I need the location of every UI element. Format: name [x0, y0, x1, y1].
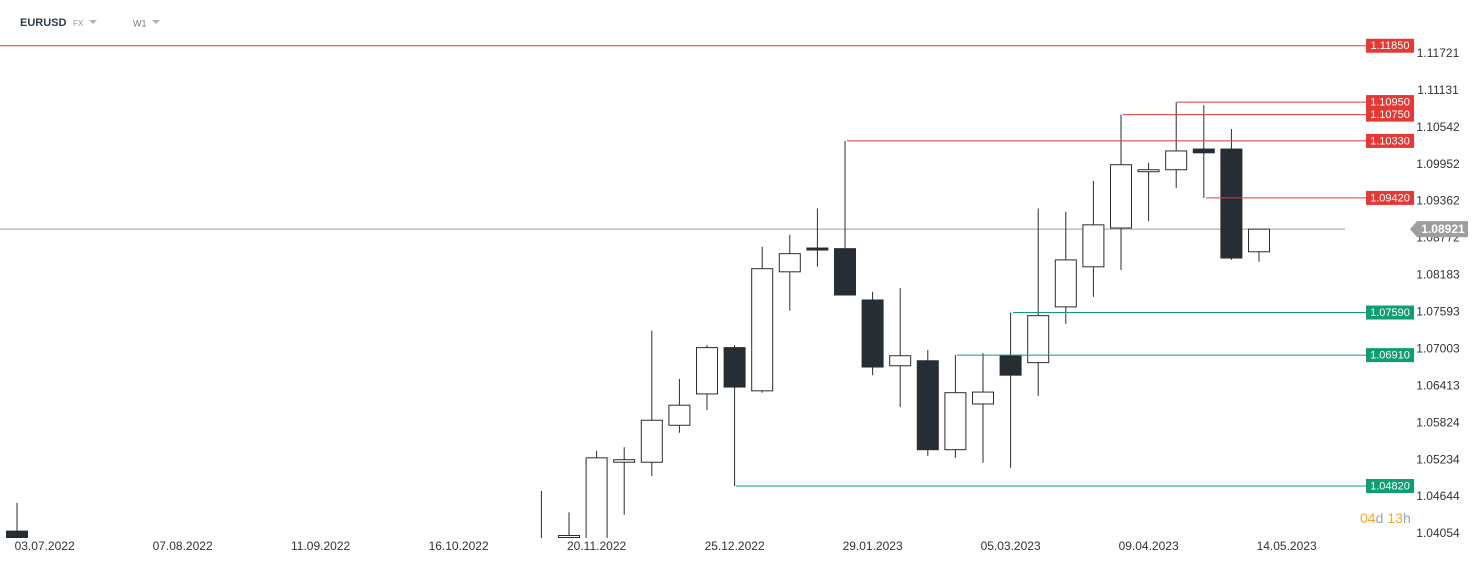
x-tick-label: 05.03.2023 [981, 539, 1041, 553]
level-label: 1.06910 [1370, 350, 1410, 362]
candle-body [944, 392, 967, 451]
countdown: 04d 13h [1360, 510, 1411, 526]
market: FX [73, 19, 84, 28]
candle-body [806, 247, 829, 251]
candle-body [1082, 224, 1105, 268]
y-tick-label: 1.05234 [1416, 452, 1460, 466]
candle-body [1220, 148, 1243, 259]
candle-body [1110, 164, 1132, 229]
y-tick-label: 1.11721 [1417, 46, 1460, 60]
candle-body [1054, 259, 1077, 308]
candle-body [531, 541, 552, 547]
level-badge [1366, 107, 1414, 122]
countdown-hours-unit: h [1403, 510, 1411, 526]
symbol[interactable]: EURUSD [20, 17, 67, 29]
candle-body [972, 391, 994, 405]
candle-body [1192, 148, 1215, 154]
candle-body [778, 253, 801, 273]
level-label: 1.11850 [1371, 40, 1410, 52]
candle-body [861, 299, 884, 368]
x-tick-label: 11.09.2022 [291, 539, 350, 553]
level-badge [1366, 479, 1414, 494]
candle-body [668, 404, 691, 426]
y-tick-label: 1.05824 [1416, 415, 1460, 429]
candle-body [1165, 150, 1188, 171]
level-label: 1.10750 [1370, 109, 1410, 121]
x-tick-label: 16.10.2022 [429, 539, 489, 553]
candle-body [889, 355, 912, 367]
candle-body [751, 268, 774, 392]
dropdown-arrow[interactable] [152, 20, 160, 24]
y-tick-label: 1.08183 [1416, 268, 1460, 282]
candle-body [1027, 315, 1050, 364]
candle-body [723, 347, 746, 388]
candle-body [1137, 169, 1160, 173]
y-tick-label: 1.09952 [1416, 157, 1460, 171]
candle-body [834, 248, 856, 296]
y-tick-label: 1.04054 [1416, 526, 1460, 540]
level-badge [1366, 38, 1414, 53]
countdown-days-unit: d [1376, 510, 1384, 526]
dropdown-arrow[interactable] [89, 20, 97, 24]
level-label: 1.04820 [1370, 480, 1410, 492]
level-badge [1366, 95, 1414, 110]
y-tick-label: 1.10542 [1416, 120, 1460, 134]
candle-body [1248, 228, 1270, 253]
current-price-badge [1410, 221, 1468, 238]
x-tick-label: 29.01.2023 [843, 539, 903, 553]
candle-body [640, 419, 663, 463]
level-label: 1.09420 [1370, 192, 1410, 204]
candle-body [696, 347, 718, 395]
level-badge [1366, 305, 1414, 320]
x-tick-label: 09.04.2023 [1119, 539, 1179, 553]
countdown-hours: 13 [1387, 510, 1403, 526]
y-tick-label: 1.07003 [1416, 341, 1460, 355]
level-badge [1366, 348, 1414, 363]
y-tick-label: 1.09362 [1416, 194, 1460, 208]
candle-body [6, 530, 28, 538]
countdown-days: 04 [1360, 510, 1376, 526]
level-label: 1.10330 [1370, 135, 1410, 147]
candle-body [613, 459, 636, 463]
interval[interactable]: W1 [133, 18, 147, 28]
level-label: 1.10950 [1370, 96, 1410, 108]
x-tick-label: 07.08.2022 [153, 539, 213, 553]
y-tick-label: 1.04644 [1416, 489, 1460, 503]
x-tick-label: 25.12.2022 [705, 539, 765, 553]
candle-body [585, 457, 608, 538]
current-price-label: 1.08921 [1421, 222, 1465, 236]
x-tick-label: 20.11.2022 [567, 539, 626, 553]
plot-area [0, 102, 1345, 547]
candle-body [916, 360, 939, 451]
level-badge [1366, 190, 1414, 205]
x-tick-label: 14.05.2023 [1257, 539, 1317, 553]
candle-body [999, 355, 1022, 376]
y-tick-label: 1.11131 [1417, 83, 1459, 97]
level-badge [1366, 133, 1414, 148]
x-tick-label: 03.07.2022 [15, 539, 75, 553]
level-label: 1.07590 [1370, 307, 1410, 319]
y-tick-label: 1.07593 [1416, 305, 1460, 319]
candle-body [558, 534, 580, 538]
y-tick-label: 1.06413 [1416, 378, 1460, 392]
